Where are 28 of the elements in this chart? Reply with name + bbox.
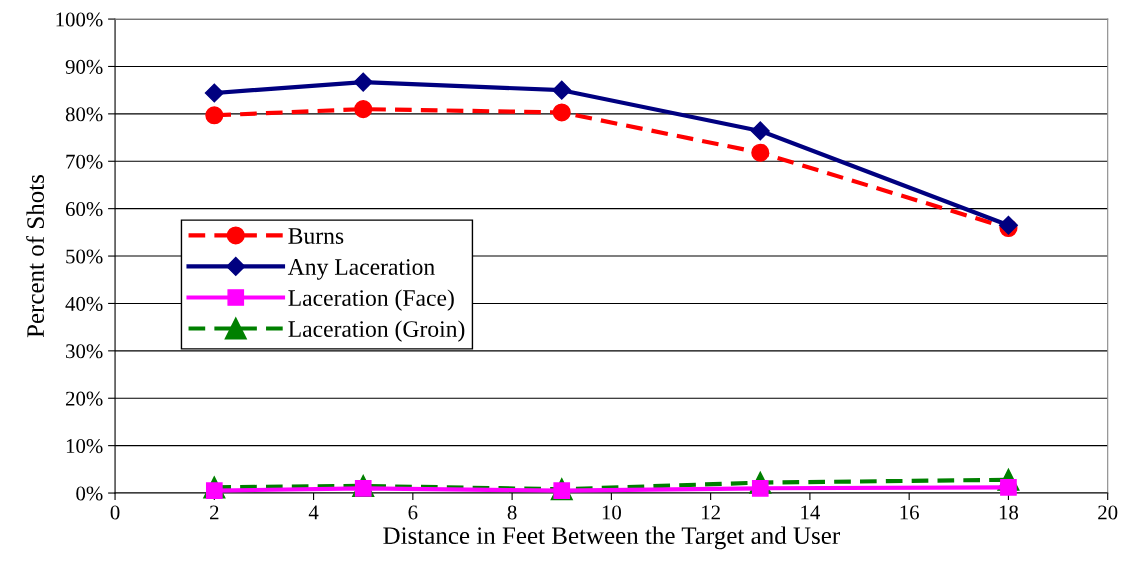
x-tick-label: 8	[507, 505, 517, 520]
y-tick-label: 10%	[66, 439, 103, 454]
x-tick-label: 14	[801, 505, 820, 520]
y-tick-label: 30%	[66, 344, 103, 359]
x-tick-label: 6	[408, 505, 418, 520]
legend-label: Burns	[288, 228, 344, 244]
x-tick-label: 20	[1098, 505, 1118, 520]
y-tick-label: 80%	[65, 107, 103, 122]
y-tick-label: 0%	[76, 486, 103, 501]
y-axis-title: Percent of Shots	[26, 175, 45, 338]
legend-label: Any Laceration	[287, 259, 435, 280]
legend-label: Laceration (Groin)	[288, 320, 465, 342]
legend-label: Laceration (Face)	[288, 289, 454, 311]
x-tick-label: 0	[110, 505, 120, 520]
x-tick-label: 2	[210, 505, 219, 520]
x-axis-title: Distance in Feet Between the Target and User	[383, 526, 840, 550]
y-tick-label: 100%	[56, 12, 103, 27]
x-tick-label: 16	[900, 505, 919, 520]
y-tick-label: 90%	[65, 59, 103, 74]
x-tick-label: 12	[702, 505, 720, 520]
x-tick-label: 4	[308, 505, 319, 520]
y-tick-label: 40%	[65, 296, 103, 311]
y-tick-label: 60%	[65, 202, 103, 217]
y-tick-label: 50%	[66, 249, 103, 264]
x-tick-label: 18	[999, 505, 1019, 520]
x-tick-label: 10	[602, 505, 621, 520]
y-tick-label: 20%	[65, 391, 103, 406]
y-tick-label: 70%	[66, 154, 103, 169]
